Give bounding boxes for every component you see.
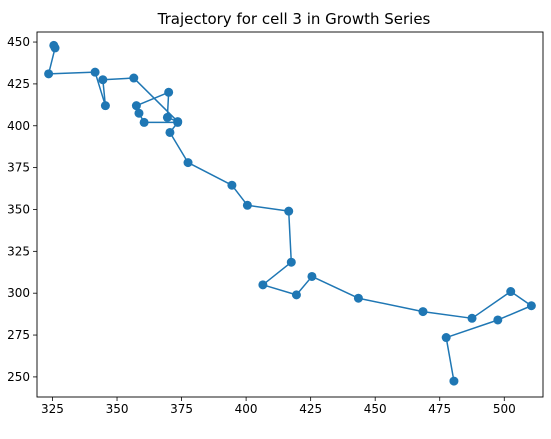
x-tick-label: 425 (299, 402, 322, 416)
trajectory-point (227, 180, 237, 190)
trajectory-point (284, 206, 294, 216)
trajectory-point (353, 293, 363, 303)
x-axis-ticks: 325 350 375 400 425 450 475 500 (41, 397, 516, 416)
x-tick-label: 325 (41, 402, 64, 416)
trajectory-point (418, 307, 428, 317)
trajectory-point (291, 290, 301, 300)
trajectory-point (44, 69, 54, 79)
y-tick-label: 325 (7, 244, 30, 258)
y-tick-label: 400 (7, 119, 30, 133)
y-axis-ticks: 250 275 300 325 350 375 400 425 450 (7, 35, 37, 384)
trajectory-point (526, 301, 536, 311)
x-tick-label: 450 (364, 402, 387, 416)
y-tick-label: 350 (7, 202, 30, 216)
trajectory-point (173, 117, 183, 127)
series-layer (44, 40, 536, 386)
trajectory-point (307, 271, 317, 281)
trajectory-point (493, 315, 503, 325)
trajectory-point (100, 101, 110, 111)
trajectory-point (242, 200, 252, 210)
trajectory-point (131, 101, 141, 111)
trajectory-point (134, 108, 144, 118)
y-tick-label: 250 (7, 370, 30, 384)
trajectory-point (165, 127, 175, 137)
trajectory-point (164, 87, 174, 97)
trajectory-point (90, 67, 100, 77)
x-tick-label: 350 (106, 402, 129, 416)
x-tick-label: 500 (493, 402, 516, 416)
trajectory-point (183, 158, 193, 168)
chart-title: Trajectory for cell 3 in Growth Series (157, 10, 431, 28)
trajectory-point (49, 40, 59, 50)
trajectory-point (449, 376, 459, 386)
plot-frame (36, 31, 544, 398)
trajectory-point (129, 73, 139, 83)
y-tick-label: 450 (7, 35, 30, 49)
y-tick-label: 275 (7, 328, 30, 342)
trajectory-point (286, 257, 296, 267)
x-tick-label: 400 (235, 402, 258, 416)
y-tick-label: 425 (7, 77, 30, 91)
y-tick-label: 300 (7, 286, 30, 300)
trajectory-point (441, 333, 451, 343)
trajectory-point (98, 75, 108, 85)
x-tick-label: 475 (428, 402, 451, 416)
y-tick-label: 375 (7, 161, 30, 175)
trajectory-point (162, 112, 172, 122)
x-tick-label: 375 (170, 402, 193, 416)
trajectory-point (139, 117, 149, 127)
trajectory-point (258, 280, 268, 290)
trajectory-point (506, 287, 516, 297)
trajectory-point (467, 313, 477, 323)
